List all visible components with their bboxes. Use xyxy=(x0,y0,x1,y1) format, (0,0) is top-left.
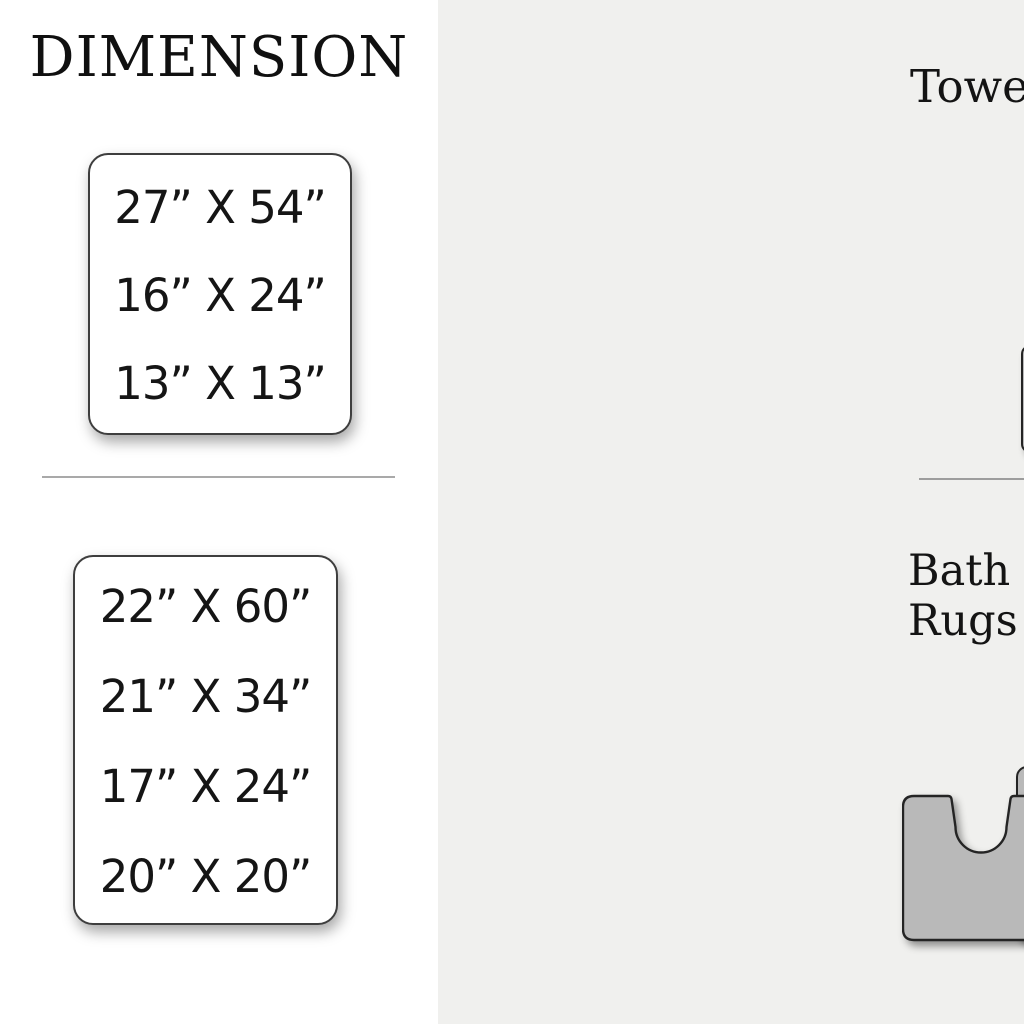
right-panel: Towels Bath Rugs xyxy=(438,0,1024,1024)
rug-size-line: 20” X 20” xyxy=(99,850,313,903)
left-section-divider xyxy=(42,476,395,478)
page-title: DIMENSION xyxy=(29,25,409,90)
rug-size-line: 17” X 24” xyxy=(99,760,313,813)
towel-sizes-card: 27” X 54” 16” X 24” 13” X 13” xyxy=(88,153,352,435)
rug-sizes-card: 22” X 60” 21” X 34” 17” X 24” 20” X 20” xyxy=(73,555,338,925)
towel-size-line: 13” X 13” xyxy=(114,357,327,410)
right-section-divider xyxy=(919,478,1024,480)
bath-rugs-section-label: Bath Rugs xyxy=(908,546,1018,646)
rug-size-line: 21” X 34” xyxy=(99,670,313,723)
towel-size-line: 16” X 24” xyxy=(114,269,327,322)
left-panel: DIMENSION 27” X 54” 16” X 24” 13” X 13” … xyxy=(0,0,438,1024)
towels-section-label: Towels xyxy=(910,60,1024,113)
towel-size-line: 27” X 54” xyxy=(114,181,327,234)
contour-rug-outline xyxy=(902,794,1024,942)
rug-size-line: 22” X 60” xyxy=(99,580,313,633)
contour-rug-shape xyxy=(902,794,1024,943)
